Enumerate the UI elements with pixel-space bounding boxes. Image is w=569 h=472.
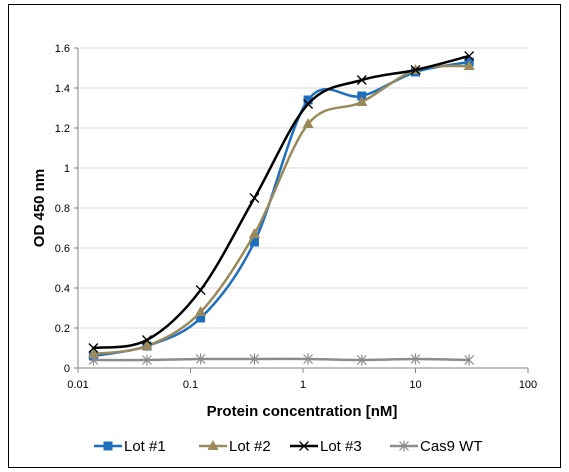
legend: Lot #1 Lot #2 Lot #3 Cas9 WT: [94, 438, 483, 455]
data-point: [196, 313, 206, 323]
y-tick-label: 0.4: [55, 283, 70, 295]
x-tick-label: 0.01: [67, 379, 88, 391]
y-tick-label: 1: [64, 163, 70, 175]
x-tick-label: 100: [519, 379, 537, 391]
series-line: [93, 54, 470, 350]
y-tick-label: 1.4: [55, 83, 70, 95]
data-point: [303, 99, 314, 109]
legend-item: Lot #2: [199, 438, 271, 455]
y-tick-label: 0: [64, 363, 70, 375]
series-lot-2: [87, 60, 475, 358]
legend-label: Lot #2: [229, 438, 271, 455]
axes: [74, 47, 529, 373]
data-point: [410, 65, 421, 75]
data-point: [88, 354, 99, 366]
legend-label: Lot #1: [124, 438, 166, 455]
x-tick-label: 0.1: [183, 379, 198, 391]
data-point: [410, 353, 421, 365]
legend-marker: [399, 440, 409, 452]
data-point: [356, 354, 367, 366]
series-lot-3: [88, 51, 475, 353]
chart-frame: [8, 4, 561, 468]
legend-item: Lot #1: [94, 438, 166, 455]
data-point: [249, 353, 260, 365]
y-tick-labels: 0 0.2 0.4 0.6 0.8 1 1.2 1.4 1.6: [55, 43, 70, 375]
data-point: [249, 237, 259, 247]
legend-marker: [103, 441, 113, 451]
y-tick-label: 1.2: [55, 123, 70, 135]
data-point: [356, 96, 368, 106]
series-line: [93, 64, 470, 356]
data-point: [464, 51, 475, 61]
data-point: [141, 335, 152, 345]
data-point: [303, 353, 314, 365]
y-tick-label: 1.6: [55, 43, 70, 55]
data-point: [88, 343, 99, 353]
data-point: [249, 193, 260, 203]
legend-label: Cas9 WT: [420, 438, 483, 455]
legend-item: Cas9 WT: [390, 438, 483, 455]
legend-marker: [207, 440, 219, 450]
data-point: [141, 340, 153, 350]
y-tick-label: 0.2: [55, 323, 70, 335]
x-axis-title: Protein concentration [nM]: [207, 403, 398, 420]
legend-item: Lot #3: [290, 438, 362, 455]
data-point: [87, 348, 99, 358]
data-point: [195, 353, 206, 365]
y-tick-label: 0.6: [55, 243, 70, 255]
x-tick-label: 10: [409, 379, 421, 391]
series-line: [93, 357, 470, 362]
data-point: [463, 60, 475, 70]
y-axis-title: OD 450 nm: [31, 169, 48, 247]
legend-label: Lot #3: [320, 438, 362, 455]
x-tick-label: 1: [300, 379, 306, 391]
series-group: [87, 51, 475, 366]
data-point: [195, 306, 207, 316]
series-lot-1: [88, 57, 474, 361]
legend-marker: [299, 441, 309, 451]
data-point: [464, 354, 475, 366]
data-point: [302, 118, 314, 128]
data-point: [248, 228, 260, 238]
y-tick-label: 0.8: [55, 203, 70, 215]
grid-lines: [78, 47, 528, 329]
data-point: [142, 354, 152, 366]
data-point: [195, 285, 206, 295]
series-line: [93, 60, 470, 358]
x-tick-labels: 0.01 0.1 1 10 100: [67, 379, 537, 391]
series-cas9-wt: [88, 353, 475, 366]
data-point: [303, 95, 313, 105]
data-point: [356, 75, 367, 85]
